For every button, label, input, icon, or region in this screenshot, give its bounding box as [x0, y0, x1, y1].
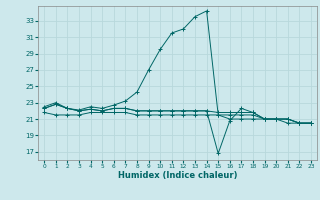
X-axis label: Humidex (Indice chaleur): Humidex (Indice chaleur)	[118, 171, 237, 180]
